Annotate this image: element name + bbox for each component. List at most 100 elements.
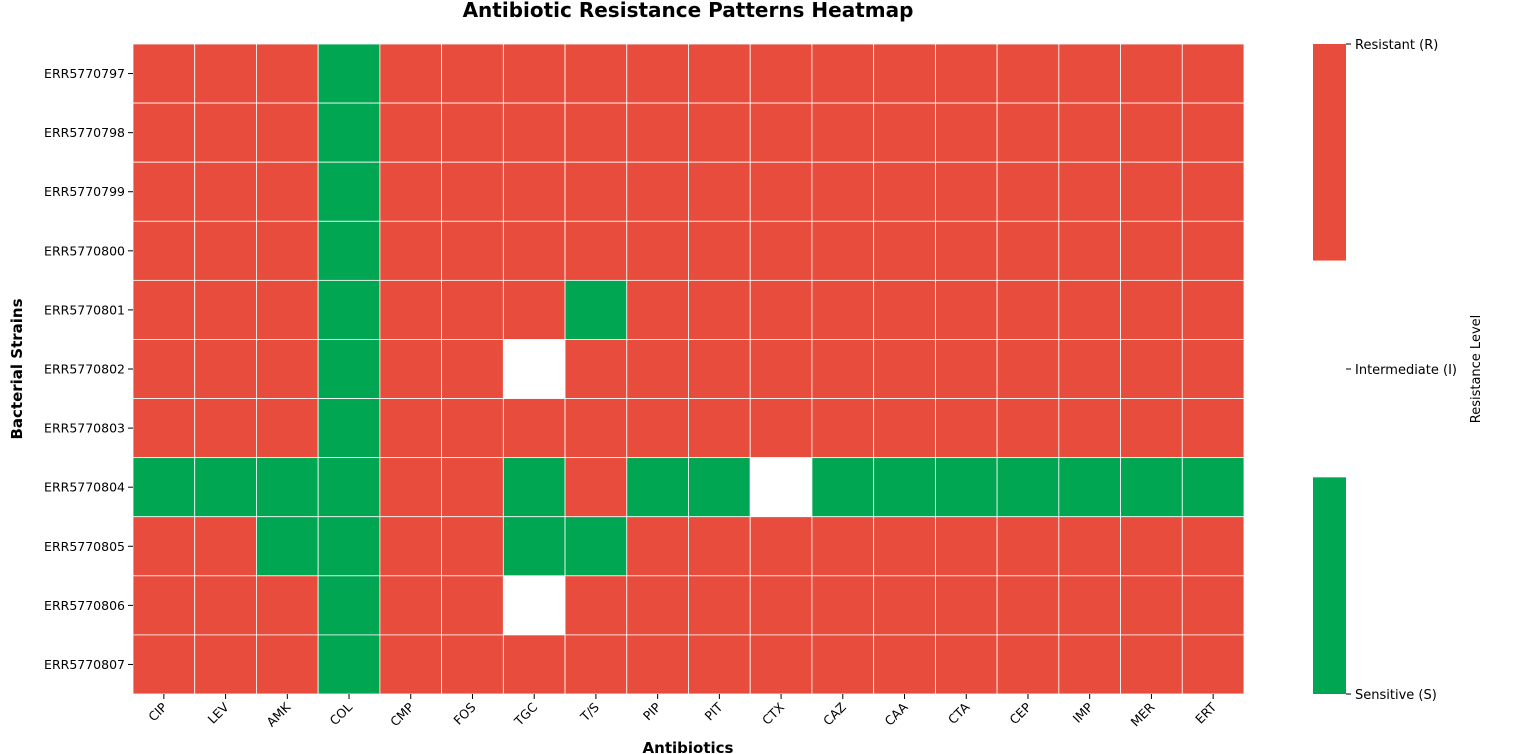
heatmap-cell	[934, 339, 998, 399]
heatmap-cell	[811, 161, 875, 222]
heatmap-cell	[502, 161, 566, 222]
x-tick-label: MER	[1128, 699, 1158, 729]
heatmap-cell	[441, 516, 504, 577]
heatmap-cell	[688, 339, 751, 399]
heatmap-cell	[996, 339, 1060, 399]
heatmap-cell	[1120, 43, 1183, 104]
heatmap-cell	[441, 102, 504, 163]
y-tick-label: ERR5770803	[44, 421, 125, 436]
heatmap-cell	[1058, 102, 1121, 163]
heatmap-cell	[626, 457, 689, 518]
heatmap-cell	[317, 575, 381, 636]
heatmap-cell	[1120, 634, 1183, 695]
heatmap-cell	[873, 43, 936, 104]
heatmap-cell	[564, 220, 628, 281]
heatmap-cell	[811, 220, 875, 281]
heatmap-cell	[749, 457, 813, 518]
heatmap-cell	[1120, 575, 1183, 636]
heatmap-cell	[317, 279, 381, 340]
heatmap-cell	[564, 102, 628, 163]
heatmap-cell	[1181, 102, 1245, 163]
heatmap-cell	[626, 516, 689, 577]
heatmap-cell	[934, 398, 998, 459]
y-tick-label: ERR5770807	[44, 657, 125, 672]
heatmap-cell	[564, 516, 628, 577]
heatmap-cell	[688, 220, 751, 281]
heatmap-cell	[811, 575, 875, 636]
heatmap-cell	[379, 220, 443, 281]
heatmap-cell	[132, 457, 196, 518]
heatmap-cell	[873, 279, 936, 340]
heatmap-cell	[256, 43, 319, 104]
x-tick-label: CTA	[945, 699, 973, 727]
heatmap-cell	[502, 634, 566, 695]
heatmap-cell	[379, 516, 443, 577]
heatmap-cell	[749, 398, 813, 459]
heatmap-cell	[1058, 398, 1121, 459]
heatmap-cell	[688, 516, 751, 577]
heatmap-cell	[132, 398, 196, 459]
heatmap-cell	[749, 279, 813, 340]
heatmap-cell	[1058, 575, 1121, 636]
heatmap-cells	[132, 43, 1245, 695]
heatmap-cell	[132, 634, 196, 695]
heatmap-cell	[934, 161, 998, 222]
heatmap-cell	[317, 457, 381, 518]
heatmap-cell	[688, 457, 751, 518]
heatmap-cell	[1120, 339, 1183, 399]
heatmap-cell	[132, 516, 196, 577]
heatmap-cell	[688, 279, 751, 340]
heatmap-cell	[564, 161, 628, 222]
heatmap-cell	[379, 43, 443, 104]
x-tick-label: TGC	[511, 699, 541, 729]
heatmap-cell	[1058, 161, 1121, 222]
heatmap-cell	[811, 279, 875, 340]
heatmap-cell	[996, 220, 1060, 281]
heatmap-cell	[996, 516, 1060, 577]
heatmap-cell	[502, 43, 566, 104]
heatmap-cell	[132, 220, 196, 281]
heatmap-cell	[441, 161, 504, 222]
x-tick-label: CEP	[1006, 699, 1034, 727]
heatmap-cell	[256, 398, 319, 459]
heatmap-cell	[811, 634, 875, 695]
heatmap-cell	[1181, 398, 1245, 459]
heatmap-cell	[626, 398, 689, 459]
x-tick-label: CTX	[759, 699, 788, 728]
heatmap-cell	[626, 575, 689, 636]
heatmap-cell	[934, 220, 998, 281]
colorbar-tick-label: Intermediate (I)	[1355, 363, 1457, 378]
x-tick-label: LEV	[205, 699, 232, 726]
heatmap-cell	[256, 339, 319, 399]
heatmap-cell	[441, 575, 504, 636]
heatmap-cell	[194, 102, 257, 163]
heatmap-cell	[873, 220, 936, 281]
colorbar-band	[1313, 477, 1346, 694]
heatmap-cell	[1181, 457, 1245, 518]
heatmap-cell	[996, 161, 1060, 222]
heatmap-cell	[1120, 161, 1183, 222]
heatmap-cell	[811, 43, 875, 104]
heatmap-cell	[996, 279, 1060, 340]
heatmap-cell	[1120, 279, 1183, 340]
x-tick-label: FOS	[450, 699, 478, 727]
heatmap-cell	[132, 161, 196, 222]
heatmap-cell	[379, 457, 443, 518]
x-tick-label: CAA	[882, 699, 911, 728]
heatmap-cell	[1120, 457, 1183, 518]
x-axis-title: Antibiotics	[643, 739, 734, 754]
heatmap-cell	[441, 457, 504, 518]
heatmap-cell	[626, 339, 689, 399]
x-tick-label: CIP	[145, 699, 170, 724]
heatmap-cell	[626, 102, 689, 163]
heatmap-cell	[626, 279, 689, 340]
heatmap-cell	[1181, 339, 1245, 399]
colorbar-tick-label: Resistant (R)	[1355, 38, 1438, 53]
heatmap-cell	[1181, 279, 1245, 340]
heatmap-cell	[256, 634, 319, 695]
heatmap-cell	[749, 516, 813, 577]
heatmap-cell	[873, 634, 936, 695]
heatmap-cell	[1181, 43, 1245, 104]
heatmap-cell	[626, 161, 689, 222]
heatmap-cell	[1058, 457, 1121, 518]
